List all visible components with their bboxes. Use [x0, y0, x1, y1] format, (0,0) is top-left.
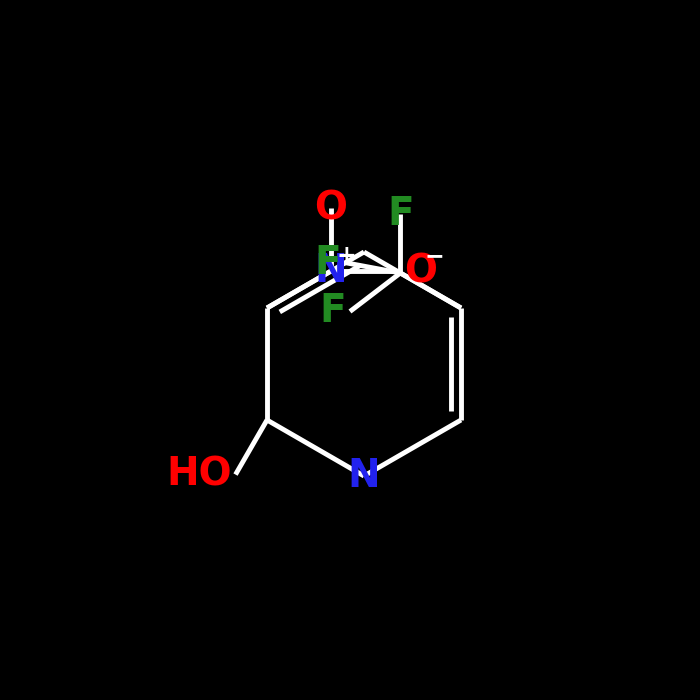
Text: HO: HO — [167, 456, 232, 493]
Text: F: F — [320, 293, 346, 330]
Text: F: F — [387, 195, 414, 232]
Text: O: O — [404, 252, 438, 290]
Text: +: + — [337, 244, 356, 268]
Text: F: F — [314, 244, 341, 281]
Text: −: − — [424, 244, 444, 268]
Text: O: O — [314, 189, 347, 228]
Text: N: N — [348, 457, 380, 495]
Text: N: N — [314, 252, 347, 290]
